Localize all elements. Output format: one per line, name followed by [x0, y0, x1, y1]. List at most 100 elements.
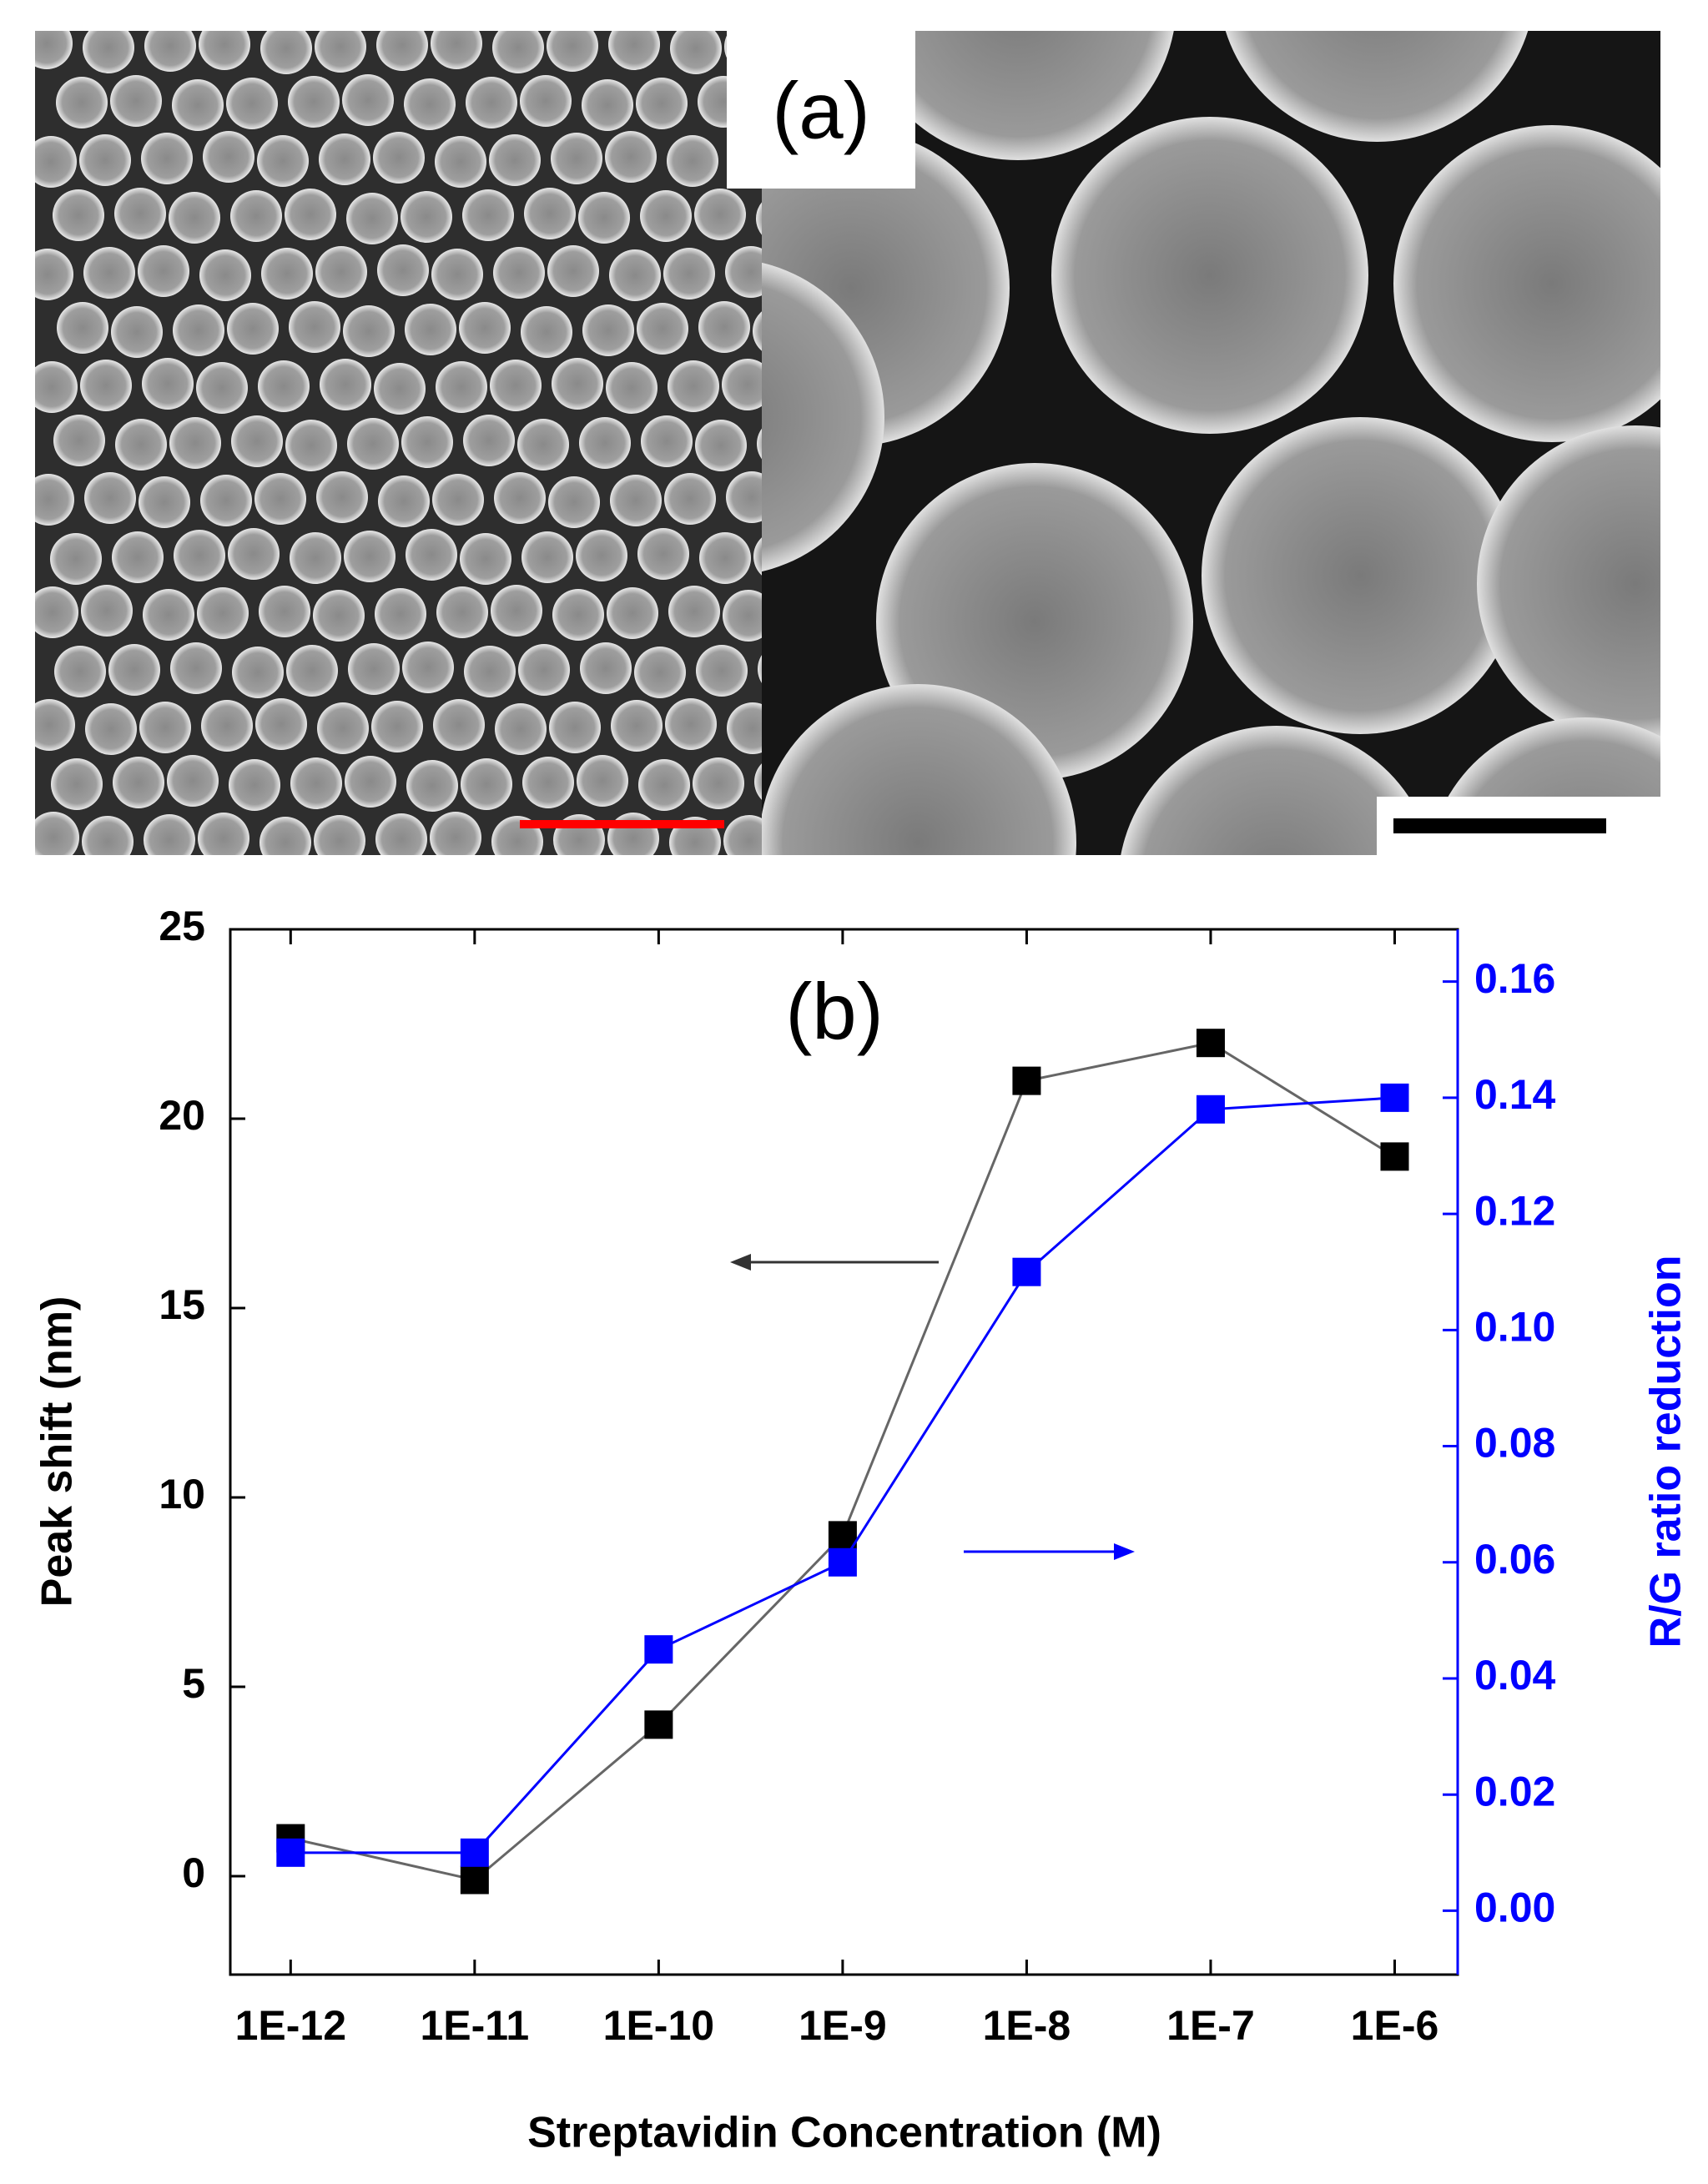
- sem-particle: [762, 262, 884, 572]
- sem-particle: [637, 528, 689, 580]
- sem-particle: [197, 587, 249, 639]
- marker: [1012, 1066, 1041, 1095]
- sem-particle: [51, 758, 103, 810]
- sem-particle: [549, 702, 601, 753]
- sem-particle: [316, 471, 368, 523]
- sem-particle: [695, 420, 747, 471]
- sem-particle: [579, 417, 631, 469]
- sem-particle: [548, 476, 600, 528]
- sem-particle: [753, 537, 762, 576]
- sem-particle: [83, 31, 134, 73]
- y2-tick-label: 0.10: [1474, 1304, 1555, 1351]
- sem-particle: [35, 474, 74, 526]
- sem-particle: [698, 301, 750, 353]
- panel-label: (a): [772, 66, 869, 155]
- sem-particle: [315, 246, 367, 298]
- sem-particle: [551, 133, 602, 184]
- sem-particle: [289, 301, 340, 353]
- sem-particle: [405, 304, 456, 355]
- sem-particle: [436, 361, 487, 413]
- sem-particle: [139, 476, 190, 528]
- sem-particle: [634, 647, 686, 698]
- sem-particle: [756, 202, 762, 235]
- sem-particle: [201, 700, 253, 752]
- sem-particle: [494, 472, 546, 524]
- y-tick-label: 25: [159, 903, 205, 949]
- sem-particle: [665, 698, 717, 750]
- sem-particle: [1477, 425, 1660, 742]
- marker: [1012, 1257, 1041, 1286]
- sem-particle: [466, 77, 517, 128]
- sem-particle: [113, 757, 164, 808]
- sem-particle: [547, 31, 598, 72]
- sem-particle: [433, 699, 485, 751]
- marker: [644, 1635, 673, 1664]
- y2-tick-label: 0.00: [1474, 1885, 1555, 1931]
- sem-particle: [580, 642, 632, 694]
- sem-particle: [521, 531, 573, 583]
- sem-particle: [402, 642, 454, 693]
- sem-particle: [112, 531, 164, 583]
- y-tick-label: 15: [159, 1281, 205, 1328]
- sem-particle: [641, 415, 693, 467]
- sem-particle: [230, 190, 282, 242]
- sem-particle: [1225, 31, 1529, 142]
- sem-particle: [489, 134, 541, 186]
- sem-particle: [111, 306, 163, 358]
- sem-particle: [35, 249, 73, 300]
- sem-particle: [258, 360, 310, 412]
- sem-particle: [401, 416, 453, 468]
- sem-particles-small: [35, 31, 762, 855]
- sem-particle: [290, 532, 341, 584]
- y2-tick-label: 0.04: [1474, 1652, 1556, 1698]
- sem-particle: [609, 249, 661, 301]
- sem-particle: [56, 77, 108, 128]
- sem-particle: [35, 812, 79, 855]
- sem-particle: [582, 304, 634, 356]
- sem-particle: [610, 475, 662, 526]
- marker: [828, 1521, 857, 1550]
- sem-particle: [520, 75, 572, 127]
- sem-particle: [199, 249, 251, 301]
- sem-particle: [378, 476, 430, 527]
- sem-particle: [314, 815, 365, 855]
- sem-particle: [436, 586, 488, 638]
- sem-particle: [404, 78, 456, 130]
- sem-particle: [347, 418, 399, 470]
- sem-particle: [313, 590, 365, 642]
- sem-particle: [199, 31, 250, 70]
- sem-particle: [491, 585, 542, 637]
- sem-particle: [315, 31, 366, 73]
- sem-particle: [377, 244, 429, 296]
- sem-particle: [35, 586, 78, 638]
- sem-particle: [435, 136, 486, 188]
- sem-particle: [80, 360, 132, 411]
- marker: [1196, 1029, 1225, 1058]
- sem-particle: [81, 585, 133, 637]
- sem-particle: [406, 529, 457, 581]
- sem-particle: [495, 703, 547, 755]
- sem-particle: [693, 757, 744, 809]
- sem-particle: [577, 755, 628, 807]
- sem-particle: [663, 248, 715, 299]
- x-tick-label: 1E-7: [1166, 2002, 1255, 2049]
- marker: [644, 1710, 673, 1739]
- sem-particle: [611, 700, 663, 752]
- sem-particle: [82, 816, 134, 855]
- marker: [1196, 1095, 1225, 1124]
- sem-particle: [461, 758, 512, 810]
- sem-particle: [346, 193, 398, 244]
- sem-particle: [114, 188, 166, 239]
- arrow-head: [1114, 1543, 1135, 1560]
- sem-particle: [753, 311, 762, 351]
- sem-particle: [521, 306, 572, 358]
- sem-particle: [229, 759, 280, 811]
- sem-particle: [431, 249, 483, 300]
- marker: [276, 1838, 305, 1867]
- sem-particle: [636, 78, 688, 129]
- sem-particle: [754, 763, 762, 800]
- sem-particle: [259, 817, 311, 855]
- sem-particle: [79, 134, 131, 186]
- sem-particle: [167, 755, 219, 807]
- sem-particle: [578, 192, 630, 244]
